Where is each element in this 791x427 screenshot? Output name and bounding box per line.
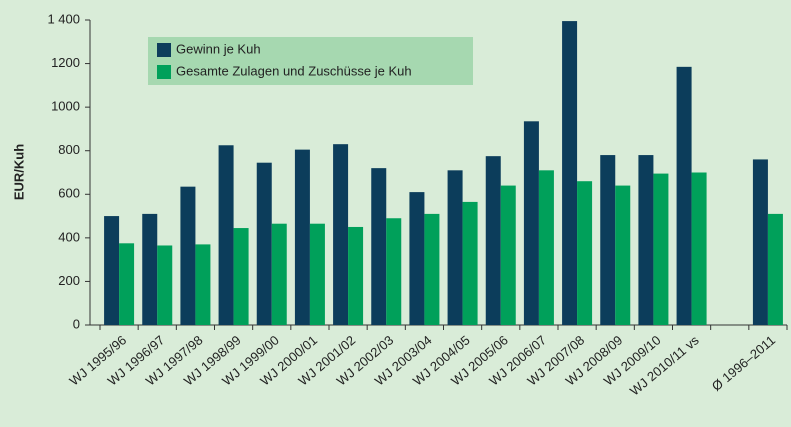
- bar: [638, 155, 654, 325]
- bar: [409, 192, 425, 325]
- bar: [562, 21, 578, 325]
- bar: [195, 244, 211, 325]
- y-tick-label: 600: [58, 186, 80, 201]
- bar: [142, 213, 158, 325]
- bar: [462, 201, 478, 325]
- bar: [615, 185, 631, 325]
- bar: [271, 223, 287, 325]
- bar: [348, 226, 364, 325]
- legend-swatch: [157, 43, 171, 57]
- legend-label: Gesamte Zulagen und Zuschüsse je Kuh: [176, 63, 412, 78]
- bar: [577, 181, 593, 325]
- bar: [333, 144, 349, 325]
- y-tick-label: 0: [73, 316, 80, 331]
- y-tick-label: 1 400: [47, 11, 80, 26]
- x-tick-label: Ø 1996–2011: [709, 332, 778, 394]
- bar: [371, 168, 387, 325]
- legend-swatch: [157, 65, 171, 79]
- legend-box: [148, 37, 473, 85]
- y-tick-label: 800: [58, 142, 80, 157]
- bar: [447, 170, 463, 325]
- bar: [653, 173, 669, 325]
- x-tick-label: WJ 2010/11 vs: [627, 332, 702, 398]
- bar: [119, 243, 135, 325]
- bar: [104, 216, 120, 325]
- bar: [256, 162, 272, 325]
- bar: [180, 186, 196, 325]
- bar: [676, 66, 692, 325]
- bar: [538, 170, 554, 325]
- bar: [752, 159, 768, 325]
- legend-label: Gewinn je Kuh: [176, 41, 261, 56]
- bar: [157, 245, 173, 325]
- y-tick-label: 1200: [51, 55, 80, 70]
- bar: [691, 172, 707, 325]
- bar: [500, 185, 516, 325]
- bar: [523, 121, 539, 325]
- y-axis-label: EUR/Kuh: [11, 144, 26, 200]
- bar: [218, 145, 234, 325]
- bar: [294, 149, 310, 325]
- bar: [485, 156, 501, 325]
- bar: [386, 218, 402, 325]
- bar: [309, 223, 325, 325]
- y-tick-label: 400: [58, 229, 80, 244]
- y-tick-label: 200: [58, 273, 80, 288]
- bar: [600, 155, 616, 325]
- bar: [233, 228, 249, 325]
- bar: [424, 213, 440, 325]
- bar: [767, 213, 783, 325]
- y-tick-label: 1000: [51, 99, 80, 114]
